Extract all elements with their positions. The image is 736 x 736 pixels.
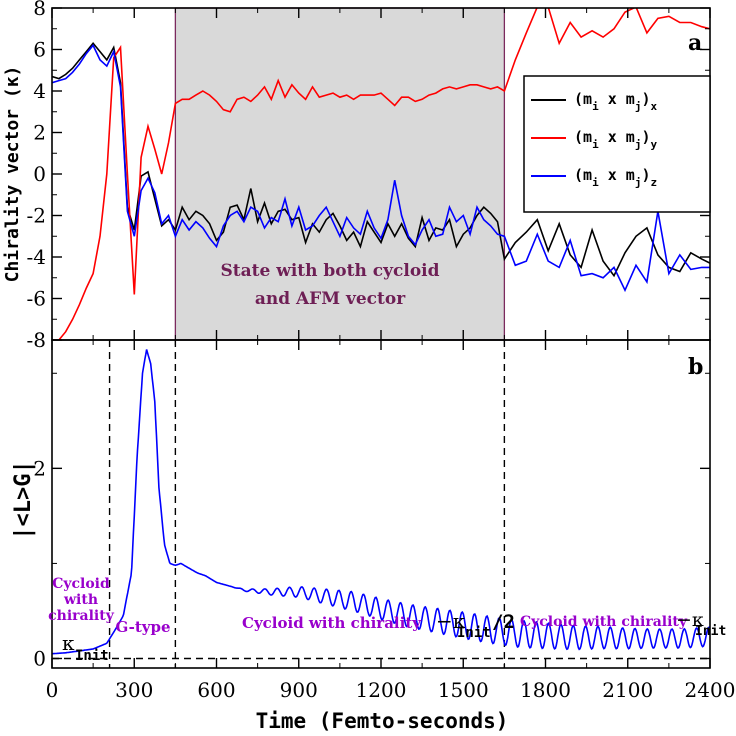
x-tick-label: 300: [115, 678, 153, 702]
region-annotations: Cycloid with chirality κ Init G-type Cyc…: [48, 576, 726, 664]
x-axis-label: Time (Femto-seconds): [256, 709, 509, 733]
annotation-right: Cycloid with chirality −κ Init: [520, 609, 726, 639]
panel-b: 02 b |<L>G| Cycloid with chirality κ Ini…: [11, 339, 726, 670]
legend-label: (mi x mj)x: [574, 90, 657, 113]
legend-label: (mi x mj)z: [574, 166, 657, 189]
kappa-symbol-right: −κ: [676, 609, 704, 631]
panel-b-label: b: [688, 354, 703, 380]
y-tick-label-b: 2: [33, 456, 46, 480]
y-tick-label-b: 0: [33, 646, 46, 670]
panel-a-series: [52, 8, 710, 340]
x-axis: 0 300 600 900 1200 1500 1800 2100 2400: [46, 8, 736, 702]
panel-a-ylabel: Chirality vector (κ): [2, 66, 23, 283]
y-tick-label-a: 0: [33, 162, 46, 186]
shaded-region-text-line1: State with both cycloid: [220, 261, 439, 281]
panel-b-series: [52, 349, 710, 655]
legend-box: [523, 75, 711, 213]
x-tick-label: 2100: [602, 678, 653, 702]
panel-b-y-axis: 02: [33, 372, 710, 670]
y-tick-label-a: 8: [33, 0, 46, 20]
annotation-kappa-init-left: κ Init: [62, 631, 109, 664]
x-tick-label: 600: [197, 678, 235, 702]
x-tick-label: 900: [280, 678, 318, 702]
kappa-suffix-middle: /2: [492, 611, 515, 633]
annotation-cycloid: Cycloid: [52, 576, 110, 592]
series-line-y: [52, 8, 710, 340]
legend: (mi x mj)x (mi x mj)y (mi x mj)z: [523, 75, 711, 213]
x-tick-label: 1800: [520, 678, 571, 702]
x-tick-label: 1500: [438, 678, 489, 702]
legend-label: (mi x mj)y: [574, 128, 657, 151]
y-tick-label-a: 4: [33, 79, 46, 103]
annotation-middle: Cycloid with chirality −κ Init /2: [242, 609, 515, 641]
panel-a-y-axis: -8 -6 -4 -2 0 2 4 6 8: [27, 0, 710, 352]
y-tick-label-a: -6: [27, 287, 46, 311]
annotation-right-text: Cycloid with chirality: [520, 614, 688, 630]
annotation-g-type: G-type: [116, 618, 171, 636]
y-tick-label-a: -8: [27, 328, 46, 352]
kappa-sub-left: Init: [75, 648, 109, 664]
panel-b-vertical-lines: [108, 340, 506, 668]
shaded-region: [174, 7, 506, 341]
panel-a-label: a: [688, 30, 702, 56]
y-tick-label-a: -4: [27, 245, 46, 269]
series-line-z: [52, 43, 710, 293]
x-tick-label: 1200: [356, 678, 407, 702]
series-line-x: [52, 42, 710, 278]
x-tick-label: 2400: [685, 678, 736, 702]
x-tick-label: 0: [46, 678, 59, 702]
annotation-chirality: chirality: [48, 608, 115, 624]
series-line-L: [52, 349, 710, 655]
y-tick-label-a: 2: [33, 121, 46, 145]
panel-b-ylabel: |<L>G|: [11, 460, 36, 539]
y-tick-label-a: 6: [33, 38, 46, 62]
kappa-sub-middle: Init: [457, 625, 491, 641]
kappa-symbol-left: κ: [62, 631, 75, 655]
annotation-with: with: [63, 592, 98, 608]
kappa-symbol-middle: −κ: [436, 609, 466, 633]
annotation-middle-text: Cycloid with chirality: [242, 614, 422, 632]
y-tick-label-a: -2: [27, 204, 46, 228]
kappa-sub-right: Init: [695, 624, 726, 639]
shaded-region-text-line2: and AFM vector: [255, 289, 406, 309]
